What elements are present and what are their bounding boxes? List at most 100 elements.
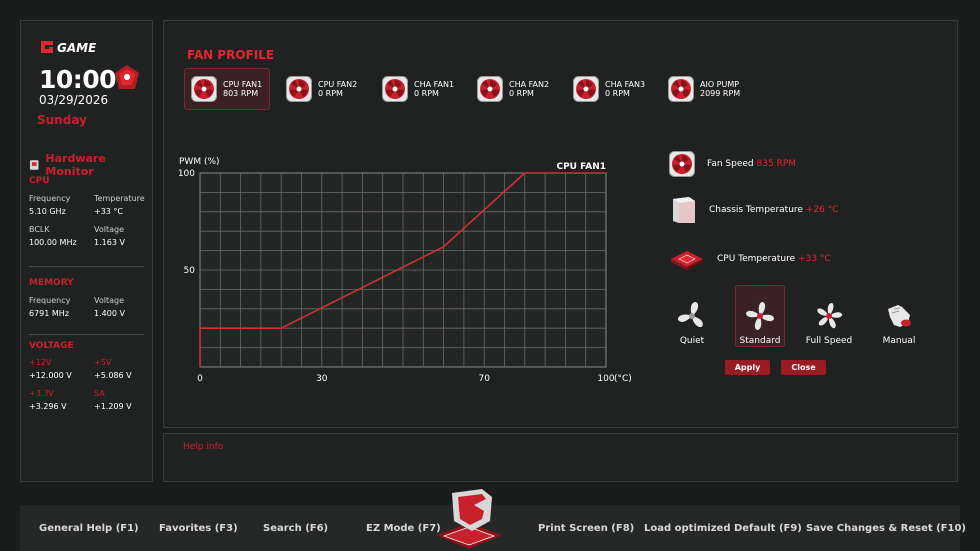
fan-tab-rpm: 0 RPM <box>414 89 439 98</box>
fan-tab-cha-fan3[interactable]: CHA FAN3 0 RPM <box>566 68 652 110</box>
v33-value: +3.296 V <box>29 402 67 411</box>
bclk-value: 100.00 MHz <box>29 238 77 247</box>
svg-text:GAME: GAME <box>57 41 97 55</box>
fan-speed-stat: Fan Speed 835 RPM <box>669 151 796 177</box>
cpu-section-title: CPU <box>29 176 50 186</box>
x-tick-label: 70 <box>478 374 490 384</box>
cpu-temperature-value: +33 °C <box>94 207 124 216</box>
mode-label: Standard <box>739 336 781 346</box>
mode-manual[interactable]: Manual <box>874 285 924 347</box>
x-axis-unit: (°C) <box>614 374 632 384</box>
voltage-section-title: VOLTAGE <box>29 341 74 351</box>
mode-label: Manual <box>882 336 916 346</box>
v33-label: +3.3V <box>29 389 54 398</box>
chassis-temp-stat: Chassis Temperature +26 °C <box>669 195 838 225</box>
mode-standard[interactable]: Standard <box>735 285 785 347</box>
memory-section-title: MEMORY <box>29 278 74 288</box>
fan-curve-line <box>199 172 606 367</box>
divider <box>29 334 144 335</box>
left-info-panel: GAME 10:00 03/29/2026 Sunday Hardware Mo… <box>20 20 153 482</box>
favorites-button[interactable]: Favorites (F3) <box>159 523 238 534</box>
fan-icon <box>573 76 599 102</box>
clock-time: 10:00 <box>39 65 117 94</box>
fan-icon <box>669 151 695 177</box>
chassis-temp-label: Chassis Temperature <box>709 205 803 215</box>
fan-tab-name: CPU FAN1 <box>223 80 263 89</box>
fan-tab-aio-pump[interactable]: AIO PUMP 2099 RPM <box>661 68 747 110</box>
fan-tab-name: AIO PUMP <box>700 80 740 89</box>
fan-tab-rpm: 0 RPM <box>318 89 343 98</box>
chart-title: CPU FAN1 <box>556 162 606 172</box>
help-info-panel: Help info <box>163 433 958 482</box>
fan-curve-svg[interactable]: 0 30 70 100 50 100 PWM (%) (°C) CPU FAN1 <box>164 141 644 411</box>
monitor-icon <box>29 160 39 170</box>
mode-full-speed[interactable]: Full Speed <box>804 285 854 347</box>
fan-tab-cha-fan2[interactable]: CHA FAN2 0 RPM <box>470 68 556 110</box>
x-tick-label: 0 <box>197 374 203 384</box>
igame-logo: GAME <box>41 41 97 55</box>
sa-value: +1.209 V <box>94 402 132 411</box>
fan-profile-panel: FAN PROFILE CPU FAN1 803 RPM CPU FAN2 0 RPM… <box>163 20 958 428</box>
apply-button[interactable]: Apply <box>725 360 770 375</box>
hand-icon <box>888 305 911 327</box>
fan-tab-rpm: 0 RPM <box>509 89 534 98</box>
v5-value: +5.086 V <box>94 371 132 380</box>
cpu-temperature-label: Temperature <box>94 194 145 203</box>
v5-label: +5V <box>94 358 112 367</box>
mode-label: Quiet <box>679 336 705 346</box>
igame-emblem-icon <box>436 489 502 549</box>
print-screen-button[interactable]: Print Screen (F8) <box>538 523 635 534</box>
quiet-fan-icon <box>677 302 703 328</box>
fan-icon <box>191 76 217 102</box>
x-tick-label: 100 <box>597 374 614 384</box>
y-tick-label: 50 <box>184 266 196 276</box>
cpu-voltage-label: Voltage <box>94 225 125 234</box>
clock-day: Sunday <box>37 113 87 127</box>
help-info-title: Help info <box>183 442 224 452</box>
full-speed-fan-icon <box>817 303 843 329</box>
memory-voltage-value: 1.400 V <box>94 309 125 318</box>
fan-tab-cpu-fan2[interactable]: CPU FAN2 0 RPM <box>279 68 365 110</box>
fan-tab-name: CHA FAN2 <box>509 80 550 89</box>
save-reset-button[interactable]: Save Changes & Reset (F10) <box>806 523 966 534</box>
y-axis-label: PWM (%) <box>179 157 220 167</box>
bclk-label: BCLK <box>29 225 50 234</box>
cpu-temp-stat: CPU Temperature +33 °C <box>669 247 831 271</box>
ez-mode-button[interactable]: EZ Mode (F7) <box>366 523 441 534</box>
fan-tab-cha-fan1[interactable]: CHA FAN1 0 RPM <box>375 68 461 110</box>
memory-voltage-label: Voltage <box>94 296 125 305</box>
v12-label: +12V <box>29 358 52 367</box>
fan-icon <box>382 76 408 102</box>
divider <box>29 266 144 267</box>
load-default-button[interactable]: Load optimized Default (F9) <box>644 523 802 534</box>
fan-speed-value: 835 RPM <box>756 159 797 169</box>
clock-date: 03/29/2026 <box>39 93 109 107</box>
chassis-temp-value: +26 °C <box>805 205 839 215</box>
memory-frequency-value: 6791 MHz <box>29 309 70 318</box>
cpu-chip-icon <box>671 251 703 270</box>
cpu-temp-value: +33 °C <box>798 254 831 264</box>
search-button[interactable]: Search (F6) <box>263 523 329 534</box>
fan-tab-cpu-fan1[interactable]: CPU FAN1 803 RPM <box>184 68 270 110</box>
fan-icon <box>477 76 503 102</box>
hardware-monitor-label: Hardware Monitor <box>45 152 106 178</box>
fan-tab-name: CPU FAN2 <box>318 80 358 89</box>
mode-label: Full Speed <box>805 336 853 346</box>
fan-tab-rpm: 0 RPM <box>605 89 630 98</box>
fan-profile-title: FAN PROFILE <box>187 48 275 62</box>
fan-curve-chart[interactable]: 0 30 70 100 50 100 PWM (%) (°C) CPU FAN1 <box>164 141 644 415</box>
cpu-frequency-label: Frequency <box>29 194 71 203</box>
cpu-temp-label: CPU Temperature <box>717 254 796 264</box>
close-button[interactable]: Close <box>781 360 826 375</box>
mascot-icon <box>115 65 139 89</box>
fan-speed-label: Fan Speed <box>707 159 754 169</box>
x-tick-label: 30 <box>316 374 328 384</box>
general-help-button[interactable]: General Help (F1) <box>39 523 139 534</box>
v12-value: +12.000 V <box>29 371 72 380</box>
cpu-frequency-value: 5.10 GHz <box>29 207 66 216</box>
fan-tab-name: CHA FAN3 <box>605 80 646 89</box>
mode-quiet[interactable]: Quiet <box>667 285 717 347</box>
sa-label: SA <box>94 389 105 398</box>
y-tick-label: 100 <box>178 169 195 179</box>
fan-tab-rpm: 803 RPM <box>223 89 259 98</box>
